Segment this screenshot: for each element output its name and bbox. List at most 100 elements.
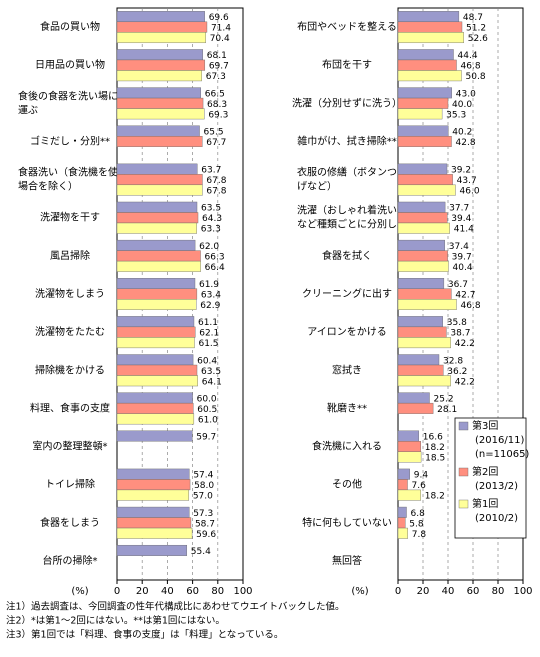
- x-tick-label: 80: [492, 586, 505, 597]
- value-label: 46.0: [460, 187, 480, 197]
- bar: [116, 544, 188, 556]
- category-label: 食洗機に入れる: [312, 440, 382, 453]
- bar: [116, 11, 205, 23]
- bar: [397, 527, 408, 539]
- bar: [116, 184, 203, 196]
- value-label: 50.8: [466, 72, 486, 82]
- value-label: 39.4: [451, 214, 471, 224]
- value-label: 68.3: [207, 100, 227, 110]
- category-label: 料理、食事の支度: [30, 401, 110, 414]
- bar: [397, 468, 410, 480]
- value-label: 69.3: [208, 110, 228, 120]
- category-label: 食器洗い（食洗機を使う場合を除く）: [18, 166, 128, 193]
- bar: [397, 70, 462, 82]
- value-label: 52.6: [468, 34, 488, 44]
- category-label: 風呂掃除: [50, 249, 90, 262]
- value-label: 46.8: [461, 62, 481, 72]
- bar: [397, 489, 421, 501]
- value-label: 66.4: [205, 263, 225, 273]
- bar: [116, 392, 193, 404]
- category-label: 無回答: [332, 554, 362, 567]
- bar: [116, 517, 192, 529]
- value-label: 5.8: [409, 519, 424, 529]
- bar: [116, 288, 198, 300]
- value-label: 62.1: [199, 329, 219, 339]
- bar: [397, 11, 460, 23]
- legend-note: (2013/2): [475, 481, 518, 492]
- value-label: 18.2: [425, 492, 445, 502]
- category-label: 布団やベッドを整える: [297, 20, 397, 33]
- category-label: 布団を干す: [322, 59, 372, 71]
- value-label: 64.1: [202, 377, 222, 387]
- category-label: 食器を拭く: [322, 249, 372, 262]
- bar: [116, 337, 195, 349]
- legend-note: (2016/11): [475, 435, 524, 446]
- bar: [116, 108, 205, 120]
- value-label: 42.7: [455, 291, 475, 301]
- x-tick-label: 40: [442, 586, 455, 597]
- bar: [116, 59, 206, 71]
- value-label: 60.0: [197, 394, 217, 404]
- legend-note: (2010/2): [475, 513, 518, 524]
- legend-label: 第3回: [472, 419, 498, 432]
- value-label: 57.3: [193, 509, 213, 519]
- bar: [397, 97, 449, 109]
- value-label: 41.4: [454, 225, 474, 235]
- note: 注3）第1回では「料理、食事の支度」は「料理」となっている。: [6, 629, 283, 641]
- value-label: 58.7: [195, 519, 215, 529]
- category-label: 洗濯物をしまう: [35, 287, 105, 300]
- bar: [397, 260, 449, 272]
- bar: [397, 49, 454, 61]
- bar: [116, 49, 204, 61]
- category-label: 雑巾がけ、拭き掃除**: [297, 134, 397, 147]
- bar: [116, 212, 199, 224]
- category-label: 洗濯（分別せずに洗う）: [292, 97, 402, 109]
- bar: [116, 260, 201, 272]
- bar: [397, 517, 406, 529]
- bar: [397, 239, 445, 251]
- bar: [397, 87, 452, 99]
- note: 注1）過去調査は、今回調査の性年代構成比にあわせてウエイトバックした値。: [6, 601, 345, 613]
- value-label: 36.7: [448, 280, 468, 290]
- bar: [397, 59, 457, 71]
- value-label: 42.8: [456, 138, 476, 148]
- legend-label: 第2回: [472, 465, 498, 478]
- value-label: 61.5: [198, 339, 218, 349]
- value-label: 28.1: [437, 405, 457, 415]
- bar: [116, 326, 196, 338]
- value-label: 18.2: [425, 443, 445, 453]
- category-label: 食後の食器を洗い場に運ぶ: [18, 89, 118, 116]
- category-label: トイレ掃除: [45, 478, 95, 491]
- category-label: ゴミだし・分別**: [30, 134, 110, 147]
- value-label: 67.3: [206, 72, 226, 82]
- legend-box: [454, 417, 527, 539]
- bar: [397, 125, 449, 137]
- value-label: 43.7: [457, 176, 477, 186]
- category-label: 掃除機をかける: [35, 363, 105, 376]
- bar: [116, 468, 190, 480]
- value-label: 64.3: [202, 214, 222, 224]
- value-label: 36.2: [447, 367, 467, 377]
- x-tick-label: 80: [211, 586, 224, 597]
- bar: [397, 32, 464, 44]
- legend-note: (n=11065): [475, 449, 529, 460]
- note: 注2）*は第1～2回にはない。**は第1回にはない。: [6, 615, 225, 627]
- value-label: 7.6: [412, 481, 427, 491]
- value-label: 60.4: [197, 356, 217, 366]
- value-label: 66.5: [205, 89, 225, 99]
- category-label: アイロンをかける: [307, 326, 387, 338]
- bar: [397, 479, 408, 491]
- value-label: 39.7: [452, 252, 472, 262]
- bar: [397, 354, 440, 366]
- value-label: 63.3: [201, 225, 221, 235]
- bar: [397, 364, 444, 376]
- value-label: 58.0: [194, 481, 214, 491]
- x-tick-label: 60: [186, 586, 199, 597]
- value-label: 55.4: [191, 547, 211, 557]
- bar: [397, 441, 421, 452]
- value-label: 61.9: [199, 280, 219, 290]
- bar: [397, 337, 451, 349]
- bar: [116, 163, 198, 175]
- value-label: 32.8: [443, 356, 463, 366]
